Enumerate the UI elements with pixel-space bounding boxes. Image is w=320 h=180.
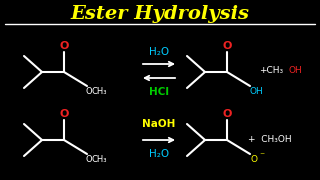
Text: O: O	[59, 109, 69, 119]
Text: Ester Hydrolysis: Ester Hydrolysis	[70, 5, 250, 23]
Text: O: O	[222, 41, 232, 51]
Text: O: O	[251, 154, 258, 163]
Text: ⁻: ⁻	[260, 151, 265, 161]
Text: OH: OH	[249, 87, 263, 96]
Text: O: O	[86, 87, 92, 96]
Text: H₂O: H₂O	[149, 149, 169, 159]
Text: OH: OH	[288, 66, 302, 75]
Text: HCl: HCl	[149, 87, 169, 97]
Text: H₂O: H₂O	[149, 47, 169, 57]
Text: +  CH₃OH: + CH₃OH	[248, 136, 292, 145]
Text: O: O	[86, 154, 92, 163]
Text: O: O	[59, 41, 69, 51]
Text: O: O	[222, 109, 232, 119]
Text: NaOH: NaOH	[142, 119, 176, 129]
Text: CH₃: CH₃	[91, 87, 107, 96]
Text: +CH₃: +CH₃	[259, 66, 283, 75]
Text: CH₃: CH₃	[91, 154, 107, 163]
